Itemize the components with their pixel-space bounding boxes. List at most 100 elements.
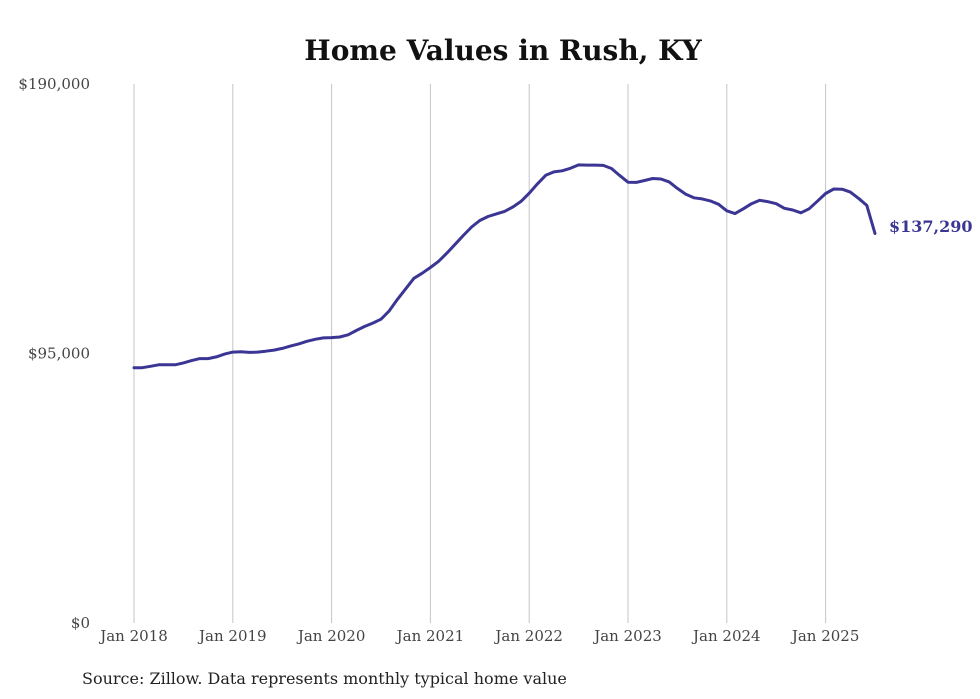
data-point <box>322 336 325 340</box>
data-point <box>190 359 193 362</box>
data-point <box>264 350 267 353</box>
data-point <box>750 202 753 205</box>
data-point <box>503 210 506 213</box>
data-point <box>231 350 234 354</box>
x-tick-label: Jan 2022 <box>493 627 563 645</box>
series-line <box>132 163 877 370</box>
data-point <box>198 357 202 360</box>
data-point <box>396 298 399 301</box>
data-point <box>577 163 580 167</box>
x-tick-label: Jan 2019 <box>197 627 267 645</box>
data-point <box>281 347 284 350</box>
data-point <box>182 361 185 365</box>
source-note: Source: Zillow. Data represents monthly … <box>82 669 567 688</box>
gridlines <box>133 84 827 623</box>
data-point <box>462 234 465 237</box>
data-point <box>733 212 737 215</box>
data-point <box>692 196 696 199</box>
data-point <box>215 355 218 359</box>
series-points <box>132 163 877 369</box>
data-point <box>585 163 588 167</box>
data-point <box>725 209 728 212</box>
data-point <box>412 277 416 280</box>
data-point <box>437 260 440 263</box>
x-axis-ticks: Jan 2018 Jan 2019 Jan 2020 Jan 2021 Jan 2022… <box>98 627 859 645</box>
chart-title: Home Values in Rush, KY <box>304 34 703 67</box>
data-point <box>668 180 671 184</box>
data-point <box>758 199 761 202</box>
data-point <box>651 177 654 180</box>
data-point <box>783 207 786 210</box>
data-point <box>684 192 687 196</box>
data-point <box>256 350 259 354</box>
data-point <box>363 325 366 328</box>
data-point <box>618 174 621 177</box>
data-point <box>766 200 770 203</box>
data-point <box>330 336 333 339</box>
data-point <box>141 366 144 369</box>
data-point <box>775 202 778 205</box>
data-point <box>635 181 638 184</box>
data-point <box>832 187 835 191</box>
data-point <box>816 200 819 203</box>
data-point <box>717 203 720 206</box>
data-point <box>528 192 531 195</box>
data-point <box>560 169 564 172</box>
data-point <box>289 344 292 348</box>
data-point <box>593 163 597 167</box>
data-point <box>511 205 514 209</box>
data-point <box>519 200 523 203</box>
data-point <box>371 321 374 325</box>
data-point <box>643 179 646 182</box>
data-point <box>239 350 243 353</box>
data-point <box>379 318 383 321</box>
data-point <box>149 365 152 368</box>
data-point <box>297 342 300 346</box>
data-point <box>165 363 169 366</box>
x-tick-label: Jan 2025 <box>790 627 860 645</box>
data-point <box>544 174 547 177</box>
data-point <box>791 208 794 212</box>
y-tick-label: $95,000 <box>28 345 90 363</box>
data-point <box>840 188 844 191</box>
data-point <box>807 207 811 210</box>
x-tick-label: Jan 2020 <box>296 627 366 645</box>
data-point <box>486 215 490 218</box>
end-value-label: $137,290 <box>889 217 973 236</box>
data-point <box>272 348 276 352</box>
data-point <box>346 333 350 336</box>
data-point <box>470 225 473 229</box>
data-point <box>552 170 556 174</box>
data-point <box>305 340 309 343</box>
data-point <box>421 272 424 275</box>
data-point <box>742 207 745 210</box>
y-tick-label: $190,000 <box>18 75 90 93</box>
data-point <box>445 251 449 255</box>
data-point <box>495 212 498 216</box>
data-point <box>626 181 630 184</box>
data-point <box>338 335 341 339</box>
data-point <box>700 197 704 201</box>
data-point <box>709 199 712 203</box>
data-point <box>429 266 432 269</box>
data-point <box>206 357 210 360</box>
data-point <box>799 211 803 214</box>
data-point <box>659 177 663 181</box>
data-point <box>355 329 358 332</box>
x-tick-label: Jan 2021 <box>395 627 465 645</box>
data-point <box>388 309 391 313</box>
y-axis-ticks: $0 $95,000 $190,000 <box>18 75 90 632</box>
data-point <box>174 363 177 366</box>
data-point <box>248 351 251 354</box>
x-tick-label: Jan 2023 <box>592 627 662 645</box>
data-point <box>610 167 613 170</box>
data-point <box>157 363 160 366</box>
data-point <box>569 167 572 170</box>
data-point <box>865 204 868 207</box>
x-tick-label: Jan 2024 <box>691 627 761 645</box>
data-point <box>849 190 852 194</box>
data-point <box>478 219 481 222</box>
data-point <box>313 338 317 341</box>
data-point <box>824 192 827 195</box>
